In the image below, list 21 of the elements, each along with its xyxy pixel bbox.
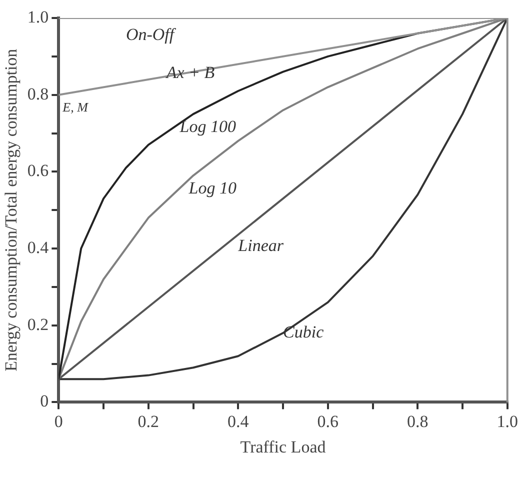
y-tick-label: 1.0 — [27, 7, 49, 26]
text: 0 — [40, 392, 49, 411]
x-tick-label: 0.4 — [228, 412, 250, 431]
series-label: Linear — [237, 236, 284, 256]
y-tick-label: 0.6 — [27, 161, 49, 180]
series-label: Ax + B — [165, 63, 216, 82]
y-tick-label: 0.2 — [27, 314, 49, 334]
annotation: E, M — [62, 100, 90, 115]
x-tick-label: 1.0 — [496, 412, 518, 431]
x-tick-label: 0.6 — [317, 412, 339, 431]
x-tick-label: 0.8 — [407, 412, 428, 431]
y-tick-label: 0.4 — [27, 238, 50, 257]
series-label: Log 100 — [178, 116, 237, 136]
text: 0 — [54, 412, 63, 431]
y-tick-label: 0.8 — [27, 84, 49, 104]
series-label: Cubic — [283, 322, 324, 342]
y-axis-title: Energy consumption/Total energy consumption — [2, 48, 21, 372]
series-label: Log 10 — [188, 178, 237, 198]
series-label: On-Off — [126, 24, 176, 44]
x-axis-title: Traffic Load — [240, 437, 326, 456]
x-tick-label: 0.2 — [138, 412, 160, 431]
